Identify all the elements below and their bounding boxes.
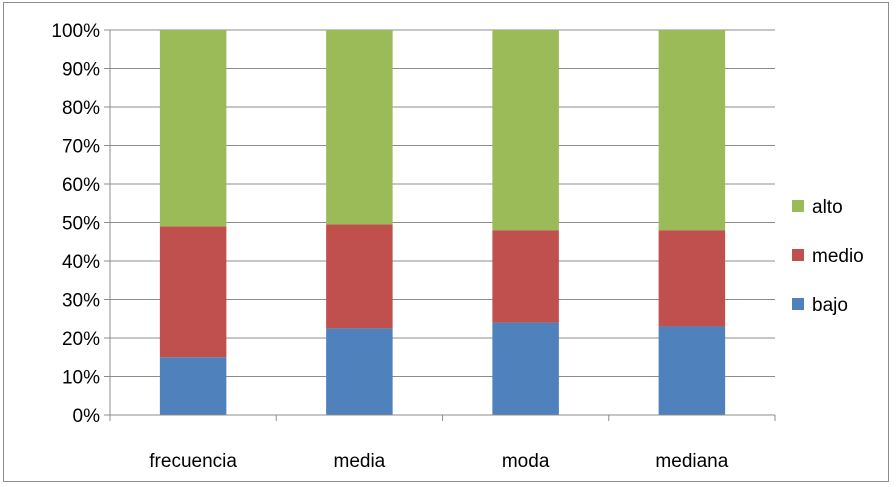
y-tick-label: 20%	[62, 329, 100, 350]
bar-bajo-moda	[492, 322, 559, 415]
bar-medio-moda	[492, 230, 559, 323]
bar-alto-frecuencia	[159, 30, 227, 227]
legend-label-medio: medio	[812, 246, 864, 267]
x-category-label: media	[334, 451, 386, 472]
bar-alto-mediana	[658, 30, 726, 231]
x-category-label: moda	[502, 451, 550, 472]
legend-swatch-medio	[792, 249, 804, 261]
legend-swatch-bajo	[792, 298, 804, 310]
bar-bajo-frecuencia	[159, 357, 227, 415]
y-tick-label: 10%	[62, 368, 100, 389]
bar-medio-frecuencia	[159, 226, 227, 358]
y-tick-label: 80%	[62, 98, 100, 119]
bar-medio-media	[326, 224, 393, 329]
y-tick-label: 90%	[62, 60, 100, 81]
bars	[159, 30, 726, 415]
y-tick-label: 70%	[62, 137, 100, 158]
legend-label-alto: alto	[812, 197, 843, 218]
bar-bajo-mediana	[658, 326, 726, 415]
chart-frame	[3, 2, 889, 482]
legend-swatch-alto	[792, 200, 804, 212]
y-tick-label: 40%	[62, 252, 100, 273]
bar-alto-moda	[492, 30, 559, 231]
x-category-label: frecuencia	[149, 451, 237, 472]
y-tick-label: 30%	[62, 291, 100, 312]
legend: alto medio bajo	[792, 197, 864, 316]
x-category-labels: frecuencia media moda mediana	[149, 451, 728, 472]
y-tick-label: 100%	[51, 21, 100, 42]
y-tick-label: 0%	[73, 406, 101, 427]
bar-bajo-media	[326, 328, 393, 415]
y-tick-label: 50%	[62, 214, 100, 235]
y-tick-label: 60%	[62, 175, 100, 196]
x-category-label: mediana	[655, 451, 728, 472]
bar-alto-media	[326, 30, 393, 225]
y-tick-labels: 0% 10% 20% 30% 40% 50% 60% 70% 80% 90% 100%	[51, 21, 100, 427]
legend-label-bajo: bajo	[812, 295, 848, 316]
axes	[104, 29, 776, 421]
bar-medio-mediana	[658, 230, 726, 327]
